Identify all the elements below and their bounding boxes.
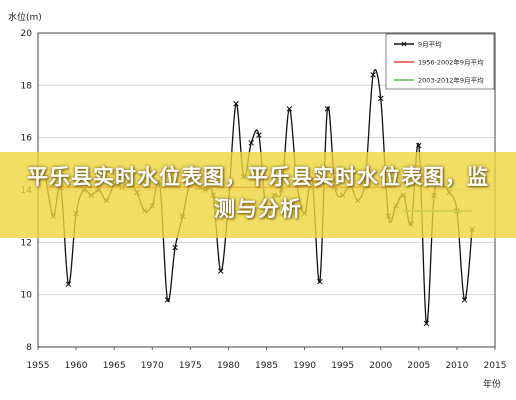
legend-marker [401,41,407,47]
x-axis-ticks: 1955 1960 1965 1970 1975 1980 1985 1990 1995 2000… [27,347,507,371]
legend: 9月平均 1956-2002年9月平均 2003-2012年9月平均 [385,33,495,90]
x-tick-label: 1975 [179,361,202,371]
x-tick-label: 1995 [331,361,354,371]
x-tick-label: 1960 [65,361,88,371]
data-point [416,142,422,149]
y-tick-label: 10 [21,291,33,301]
title-banner [0,152,516,238]
data-point [324,106,331,112]
data-point [286,106,293,112]
x-tick-label: 2000 [369,361,392,371]
data-point [164,297,171,303]
x-tick-label: 1955 [27,361,50,371]
x-tick-label: 1980 [217,361,240,371]
data-point [248,140,255,146]
data-point [233,100,239,107]
data-point [172,244,178,251]
legend-label: 1956-2002年9月平均 [418,58,484,67]
data-point [317,278,323,285]
y-tick-label: 8 [26,343,32,353]
x-tick-label: 1970 [141,361,164,371]
x-tick-label: 2010 [445,361,468,371]
data-point [65,281,72,287]
y-tick-label: 16 [21,134,33,144]
x-tick-label: 1985 [255,361,278,371]
data-point [256,132,262,138]
x-tick-label: 2005 [407,361,430,371]
x-tick-label: 1990 [293,361,316,371]
y-tick-label: 18 [21,81,33,91]
x-tick-label: 1965 [103,361,126,371]
x-axis-label: 年份 [483,378,501,390]
data-point [461,297,468,303]
data-point [423,320,430,327]
banner-title: 平乐县实时水位表图，平乐县实时水位表图，监测与分析 [27,165,489,221]
legend-label: 9月平均 [418,40,442,49]
data-point [370,72,376,78]
y-axis-label: 水位(m) [8,11,42,23]
y-tick-label: 12 [21,238,32,248]
data-point [377,95,384,102]
data-point [218,268,224,274]
legend-items: 9月平均 1956-2002年9月平均 2003-2012年9月平均 [394,40,484,85]
y-tick-label: 20 [21,29,33,39]
x-tick-label: 2015 [484,361,507,371]
legend-label: 2003-2012年9月平均 [418,76,484,85]
